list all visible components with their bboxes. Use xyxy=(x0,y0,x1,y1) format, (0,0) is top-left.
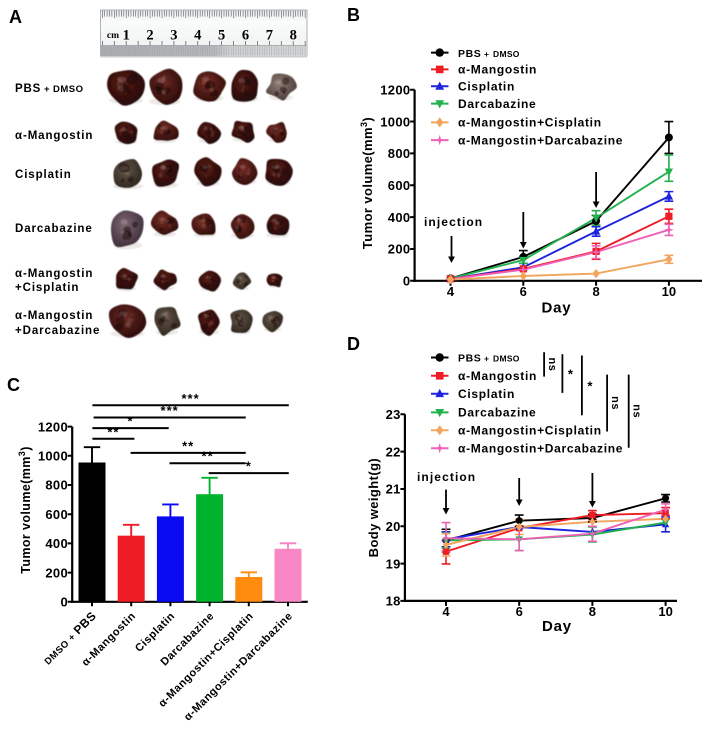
svg-text:DMSO: DMSO xyxy=(493,49,520,59)
svg-text:7: 7 xyxy=(266,28,273,44)
svg-text:Darcabazine: Darcabazine xyxy=(458,406,536,420)
svg-text:injection: injection xyxy=(424,215,483,229)
svg-text:Day: Day xyxy=(542,618,572,635)
svg-text:PBS: PBS xyxy=(458,48,481,60)
svg-text:+: + xyxy=(484,49,489,59)
svg-text:+: + xyxy=(484,354,489,364)
svg-text:1200: 1200 xyxy=(38,419,68,434)
svg-text:400: 400 xyxy=(388,210,411,225)
svg-text:**: ** xyxy=(182,438,194,453)
svg-text:10: 10 xyxy=(662,284,676,299)
svg-text:1000: 1000 xyxy=(380,114,410,129)
svg-text:**: ** xyxy=(202,449,214,464)
svg-text:PBS: PBS xyxy=(15,83,41,95)
svg-text:Day: Day xyxy=(542,300,572,317)
svg-text:6: 6 xyxy=(516,604,523,619)
svg-text:2: 2 xyxy=(146,28,153,44)
svg-text:Cisplatin: Cisplatin xyxy=(15,169,72,181)
svg-text:0: 0 xyxy=(60,595,68,610)
svg-text:23: 23 xyxy=(386,407,401,422)
svg-text:Tumor volume(mm3): Tumor volume(mm3) xyxy=(17,446,33,574)
svg-text:**: ** xyxy=(107,424,119,439)
svg-text:4: 4 xyxy=(194,28,201,44)
svg-text:1200: 1200 xyxy=(380,82,410,97)
svg-text:*: * xyxy=(587,378,593,393)
svg-text:*: * xyxy=(128,414,134,429)
svg-text:Cisplatin: Cisplatin xyxy=(458,80,515,94)
svg-text:***: *** xyxy=(182,391,200,406)
svg-text:600: 600 xyxy=(45,507,68,522)
svg-text:1: 1 xyxy=(123,28,130,44)
svg-text:19: 19 xyxy=(386,556,401,571)
svg-text:200: 200 xyxy=(45,565,68,580)
svg-text:ns: ns xyxy=(631,404,643,418)
svg-text:0: 0 xyxy=(403,274,411,289)
svg-text:***: *** xyxy=(161,403,179,418)
svg-text:4: 4 xyxy=(442,604,450,619)
svg-text:800: 800 xyxy=(45,478,68,493)
svg-text:6: 6 xyxy=(520,284,527,299)
svg-text:B: B xyxy=(347,5,360,25)
svg-text:400: 400 xyxy=(45,536,68,551)
svg-text:+: + xyxy=(44,84,50,95)
svg-text:*: * xyxy=(568,367,574,382)
svg-text:8: 8 xyxy=(592,284,599,299)
svg-text:8: 8 xyxy=(589,604,596,619)
svg-text:α-Mangostin: α-Mangostin xyxy=(15,310,93,322)
svg-text:6: 6 xyxy=(242,28,249,44)
svg-text:α-Mangostin: α-Mangostin xyxy=(15,130,93,142)
svg-text:injection: injection xyxy=(417,470,476,484)
svg-text:22: 22 xyxy=(386,444,401,459)
svg-text:21: 21 xyxy=(386,482,401,497)
svg-text:4: 4 xyxy=(447,284,455,299)
svg-text:18: 18 xyxy=(386,594,401,609)
svg-text:200: 200 xyxy=(388,242,411,257)
svg-text:DMSO: DMSO xyxy=(53,84,84,95)
svg-text:PBS: PBS xyxy=(458,353,481,365)
svg-text:3: 3 xyxy=(170,28,177,44)
svg-text:*: * xyxy=(246,459,252,474)
svg-text:Darcabazine: Darcabazine xyxy=(15,223,93,235)
svg-text:Darcabazine: Darcabazine xyxy=(458,97,536,111)
svg-text:α-Mangostin+Darcabazine: α-Mangostin+Darcabazine xyxy=(458,441,623,455)
svg-text:+Darcabazine: +Darcabazine xyxy=(15,325,100,337)
svg-text:α-Mangostin: α-Mangostin xyxy=(15,268,93,280)
svg-text:α-Mangostin+Darcabazine: α-Mangostin+Darcabazine xyxy=(458,133,623,147)
svg-text:D: D xyxy=(347,334,360,354)
svg-text:800: 800 xyxy=(388,146,411,161)
svg-text:DMSO: DMSO xyxy=(493,354,520,364)
svg-text:10: 10 xyxy=(658,604,672,619)
svg-text:8: 8 xyxy=(290,28,297,44)
svg-text:5: 5 xyxy=(218,28,225,44)
svg-text:20: 20 xyxy=(386,519,401,534)
svg-text:Tumor volume(mm3): Tumor volume(mm3) xyxy=(359,117,375,249)
svg-text:ns: ns xyxy=(546,357,558,371)
svg-text:Cisplatin: Cisplatin xyxy=(458,387,515,401)
svg-text:1000: 1000 xyxy=(38,449,68,464)
svg-text:600: 600 xyxy=(388,178,411,193)
svg-text:ns: ns xyxy=(609,396,621,410)
svg-text:Body weight(g): Body weight(g) xyxy=(366,458,381,557)
svg-text:α-Mangostin+Cisplatin: α-Mangostin+Cisplatin xyxy=(458,116,602,130)
svg-text:α-Mangostin+Cisplatin: α-Mangostin+Cisplatin xyxy=(458,424,602,438)
svg-text:α-Mangostin: α-Mangostin xyxy=(458,63,537,77)
svg-text:C: C xyxy=(7,375,20,395)
svg-text:α-Mangostin: α-Mangostin xyxy=(458,369,537,383)
svg-text:cm: cm xyxy=(107,31,119,41)
svg-text:A: A xyxy=(9,7,22,27)
svg-text:+Cisplatin: +Cisplatin xyxy=(15,282,79,294)
